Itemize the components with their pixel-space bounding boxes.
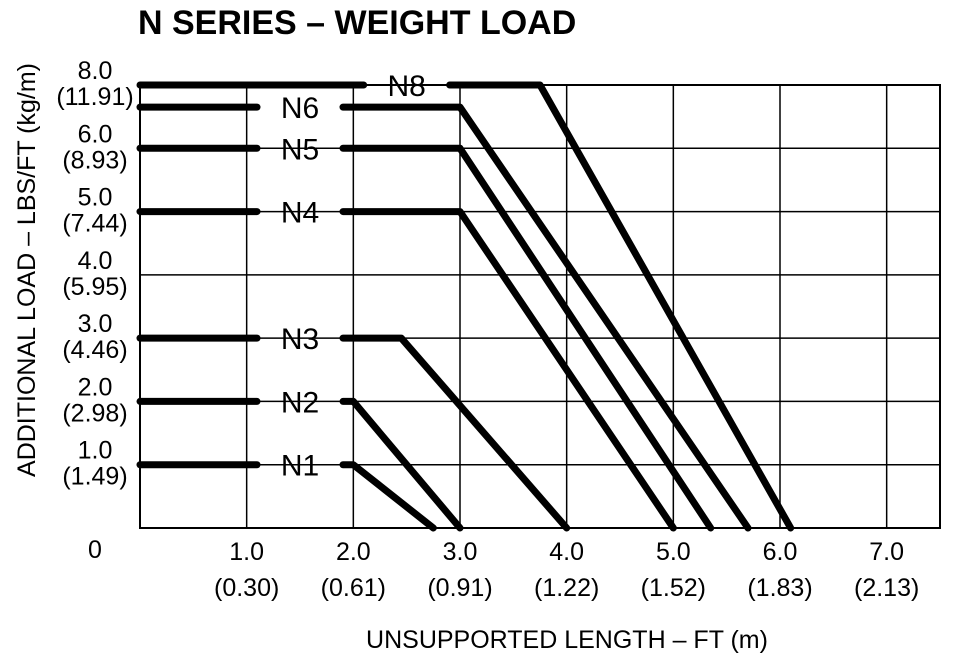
x-tick-label: 7.0 — [869, 538, 904, 566]
x-tick-label: 1.0 — [229, 538, 264, 566]
y-tick-label: 3.0 — [78, 310, 113, 338]
y-tick-sublabel: (2.98) — [62, 399, 127, 427]
y-tick-label: 5.0 — [78, 184, 113, 212]
series-label-n2: N2 — [281, 386, 319, 419]
series-label-n3: N3 — [281, 323, 319, 356]
y-tick-sublabel: (1.49) — [62, 463, 127, 491]
y-tick-sublabel: (4.46) — [62, 336, 127, 364]
plot-frame — [139, 84, 941, 529]
series-label-n6: N6 — [281, 92, 319, 125]
x-tick-sublabel: (0.91) — [427, 574, 492, 602]
x-tick-label: 3.0 — [443, 538, 478, 566]
series-line-n6 — [339, 103, 752, 532]
x-tick-sublabel: (1.52) — [641, 574, 706, 602]
x-tick-sublabel: (2.13) — [854, 574, 919, 602]
series-line-n5 — [339, 144, 715, 532]
y-tick-label: 6.0 — [78, 120, 113, 148]
grid — [139, 84, 941, 529]
y-tick-labels: 1.0(1.49)2.0(2.98)3.0(4.46)4.0(5.95)5.0(… — [56, 57, 133, 491]
series-label-n1: N1 — [281, 450, 319, 483]
x-tick-sublabel: (1.83) — [747, 574, 812, 602]
chart-title: N SERIES – WEIGHT LOAD — [138, 4, 576, 42]
series-line-n4 — [339, 208, 677, 532]
x-tick-sublabel: (0.30) — [214, 574, 279, 602]
series-lines — [136, 81, 795, 532]
y-tick-sublabel: (8.93) — [62, 146, 127, 174]
y-tick-label: 1.0 — [78, 437, 113, 465]
origin-label: 0 — [88, 536, 102, 564]
y-tick-label: 4.0 — [78, 247, 113, 275]
series-labels: N1 N2 N3 N4 N5 N6 N8 — [281, 70, 426, 483]
x-tick-sublabel: (0.61) — [321, 574, 386, 602]
x-tick-label: 6.0 — [763, 538, 798, 566]
x-axis-label: UNSUPPORTED LENGTH – FT (m) — [366, 626, 768, 654]
y-tick-label: 8.0 — [78, 57, 113, 85]
x-tick-label: 5.0 — [656, 538, 691, 566]
y-tick-label: 2.0 — [78, 373, 113, 401]
x-tick-label: 4.0 — [549, 538, 584, 566]
series-label-n5: N5 — [281, 133, 319, 166]
series-line-n3 — [339, 334, 571, 532]
series-line-n1 — [339, 461, 437, 532]
series-line-n8 — [446, 81, 795, 532]
x-tick-labels: 1.0 (0.30) 2.0 (0.61) 3.0 (0.91) 4.0 (1.22) 5.0 (… — [214, 538, 919, 602]
series-label-n4: N4 — [281, 197, 319, 230]
series-label-n8: N8 — [387, 70, 425, 103]
y-tick-sublabel: (5.95) — [62, 273, 127, 301]
x-tick-label: 2.0 — [336, 538, 371, 566]
y-tick-sublabel: (11.91) — [56, 83, 133, 111]
y-axis-label: ADDITIONAL LOAD – LBS/FT (kg/m) — [13, 63, 41, 477]
y-tick-sublabel: (7.44) — [62, 210, 127, 238]
x-tick-sublabel: (1.22) — [534, 574, 599, 602]
series-line-n2 — [339, 397, 464, 532]
